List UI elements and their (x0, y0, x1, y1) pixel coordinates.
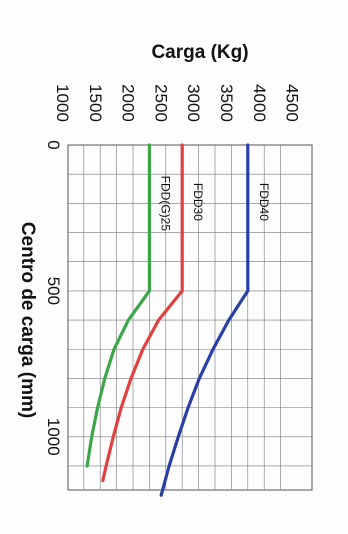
load-axis-title: Carga (Kg) (151, 42, 248, 63)
load-tick-label: 3000 (184, 84, 203, 122)
series-line-fdd-g-25 (85, 143, 151, 468)
plot-area (67, 144, 313, 491)
load-tick-label: 2500 (151, 84, 170, 122)
load-tick-label: 4000 (250, 84, 269, 122)
series-label: FDD(G)25 (158, 176, 172, 232)
load-tick-label: 3500 (217, 84, 236, 122)
series-label: FDD40 (257, 183, 271, 221)
center-axis-title: Centro de carga (mm) (17, 222, 38, 418)
center-tick-label: 500 (44, 277, 63, 305)
load-tick-label: 1000 (53, 84, 72, 122)
center-tick-label: 1000 (44, 418, 63, 456)
center-tick-label: 0 (44, 140, 63, 149)
series-line-fdd30 (101, 143, 184, 483)
series-label: FDD30 (191, 183, 205, 221)
load-tick-label: 4500 (283, 84, 302, 122)
series-line-fdd40 (159, 143, 250, 497)
load-tick-label: 1500 (86, 84, 105, 122)
load-tick-label: 2000 (119, 84, 138, 122)
